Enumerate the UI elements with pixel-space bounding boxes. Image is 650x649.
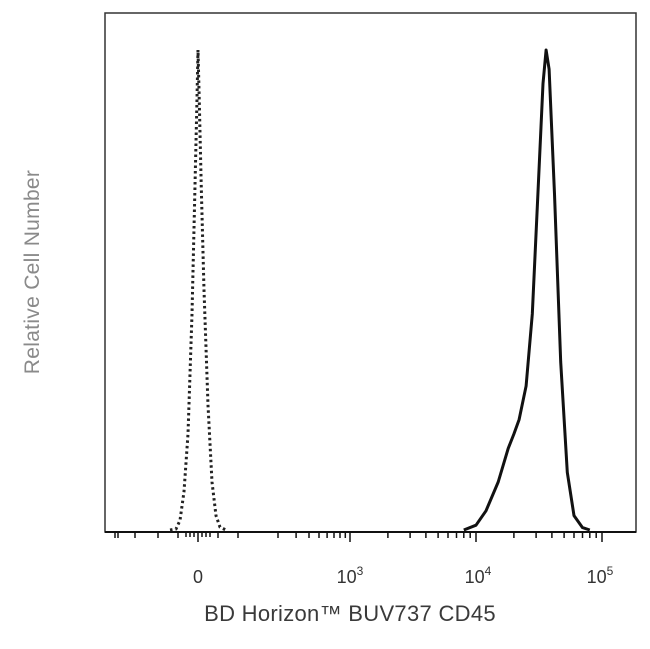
- x-tick-label-1e5: 105: [587, 564, 614, 587]
- x-axis-label: BD Horizon™ BUV737 CD45: [204, 601, 496, 626]
- x-tick-label-1e4: 104: [465, 564, 492, 587]
- x-axis-ticks: [114, 532, 603, 542]
- series-curves: [169, 48, 591, 532]
- x-tick-label-0: 0: [193, 567, 203, 587]
- x-tick-label-1e3: 103: [337, 564, 364, 587]
- series-solid-curve: [463, 48, 591, 532]
- y-axis-label: Relative Cell Number: [21, 169, 44, 375]
- series-dotted-curve: [169, 48, 227, 532]
